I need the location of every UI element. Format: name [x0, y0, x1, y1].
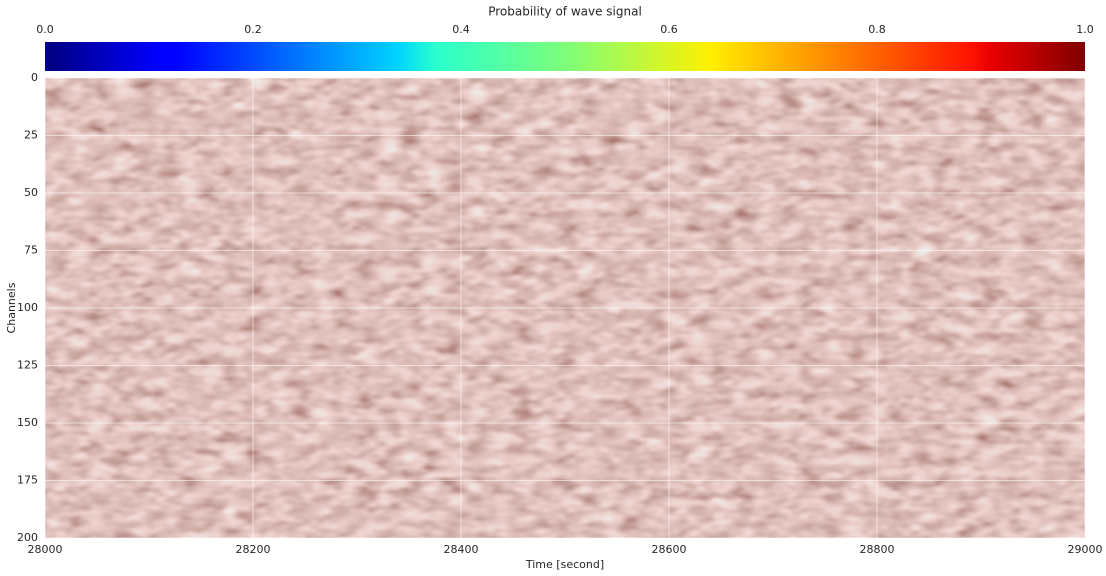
colorbar-tick-label: 0.6: [660, 23, 678, 36]
y-axis-label: Channels: [5, 282, 18, 333]
y-tick-label: 100: [17, 301, 38, 314]
colorbar: [45, 42, 1085, 71]
y-tick-label: 50: [24, 186, 38, 199]
y-tick-label: 25: [24, 129, 38, 142]
colorbar-tick-label: 0.8: [868, 23, 886, 36]
colorbar-tick-label: 0.4: [452, 23, 470, 36]
colorbar-label: Probability of wave signal: [488, 5, 642, 19]
y-tick-label: 150: [17, 416, 38, 429]
y-tick-label: 75: [24, 244, 38, 257]
colorbar-tick-label: 1.0: [1076, 23, 1094, 36]
y-tick-label: 125: [17, 359, 38, 372]
colorbar-tick-label: 0.2: [244, 23, 262, 36]
x-tick-label: 28400: [444, 543, 479, 556]
colorbar-tick-label: 0.0: [36, 23, 54, 36]
y-tick-label: 0: [31, 71, 38, 84]
x-axis-label: Time [second]: [525, 558, 604, 571]
x-tick-label: 28000: [28, 543, 63, 556]
x-tick-label: 28600: [652, 543, 687, 556]
y-tick-label: 175: [17, 474, 38, 487]
x-tick-label: 28800: [860, 543, 895, 556]
x-tick-label: 29000: [1068, 543, 1103, 556]
y-tick-label: 200: [17, 531, 38, 544]
x-tick-label: 28200: [236, 543, 271, 556]
